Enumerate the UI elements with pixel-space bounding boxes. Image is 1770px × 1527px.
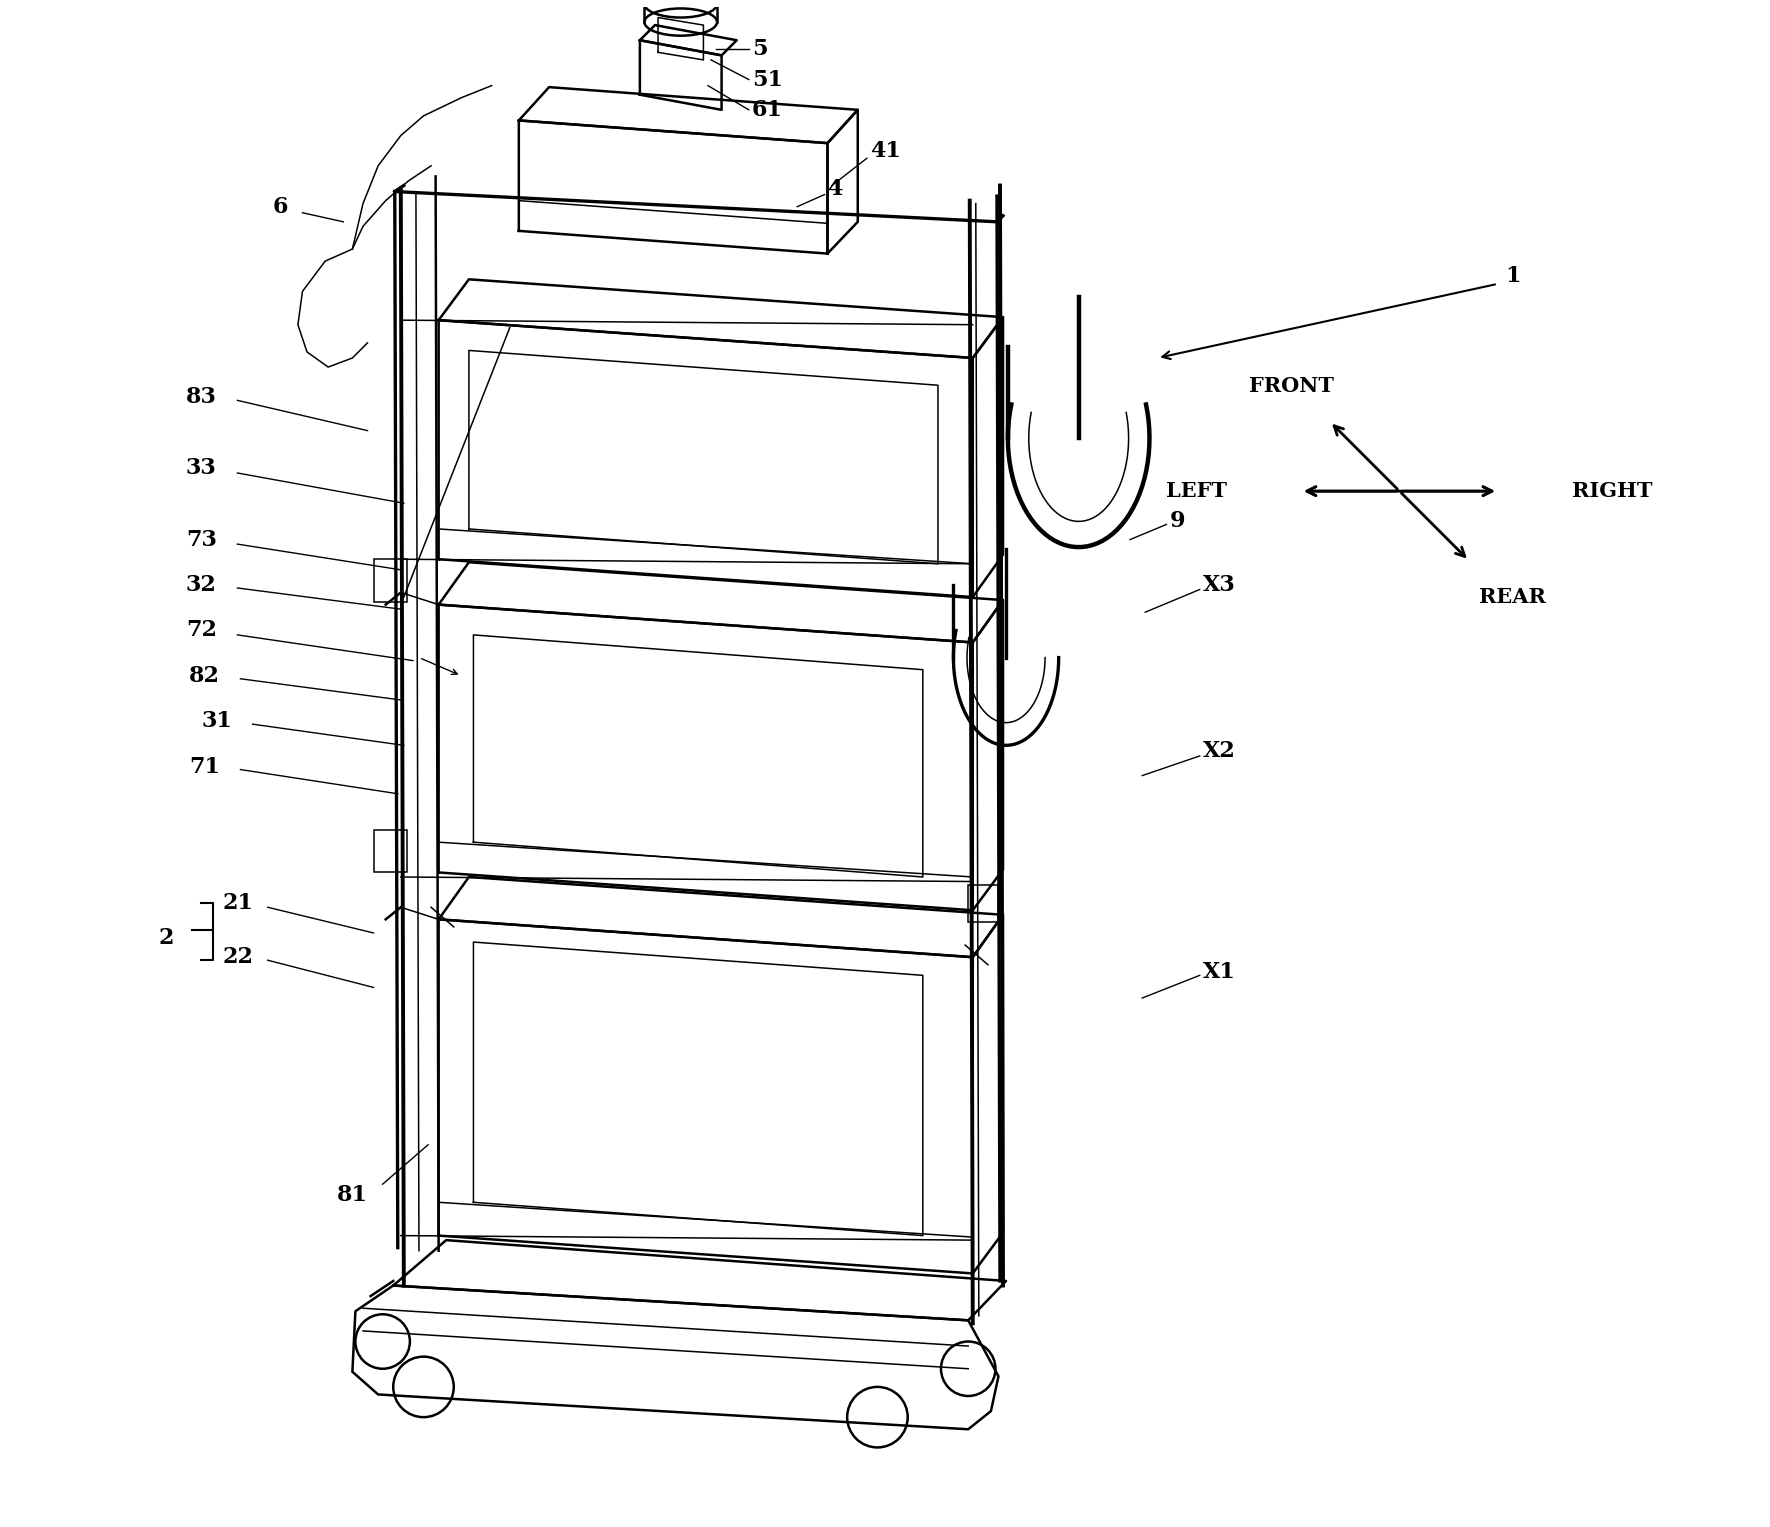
Text: 2: 2: [159, 927, 173, 948]
Bar: [373, 831, 407, 872]
Text: 32: 32: [186, 574, 216, 596]
Bar: [373, 559, 407, 602]
Text: 61: 61: [752, 99, 782, 121]
Text: 6: 6: [273, 195, 289, 218]
Text: 1: 1: [1504, 266, 1520, 287]
Text: FRONT: FRONT: [1250, 376, 1335, 395]
Text: 41: 41: [869, 139, 901, 162]
Text: 72: 72: [186, 620, 218, 641]
Text: 83: 83: [186, 386, 216, 408]
Text: X2: X2: [1204, 741, 1235, 762]
Text: 21: 21: [223, 892, 253, 913]
Text: 33: 33: [186, 458, 216, 479]
Text: 81: 81: [338, 1183, 368, 1206]
Text: X1: X1: [1204, 962, 1235, 983]
Text: RIGHT: RIGHT: [1572, 481, 1651, 501]
Text: 82: 82: [189, 664, 219, 687]
Text: 5: 5: [752, 38, 768, 60]
Text: 22: 22: [223, 947, 253, 968]
Text: 71: 71: [189, 756, 219, 777]
Text: 73: 73: [186, 528, 216, 551]
Text: REAR: REAR: [1478, 586, 1545, 606]
Text: 31: 31: [202, 710, 232, 731]
Text: 9: 9: [1170, 510, 1184, 533]
Text: 51: 51: [752, 69, 782, 90]
Text: 4: 4: [828, 177, 843, 200]
Bar: [968, 884, 998, 922]
Text: X3: X3: [1204, 574, 1235, 596]
Text: LEFT: LEFT: [1166, 481, 1227, 501]
